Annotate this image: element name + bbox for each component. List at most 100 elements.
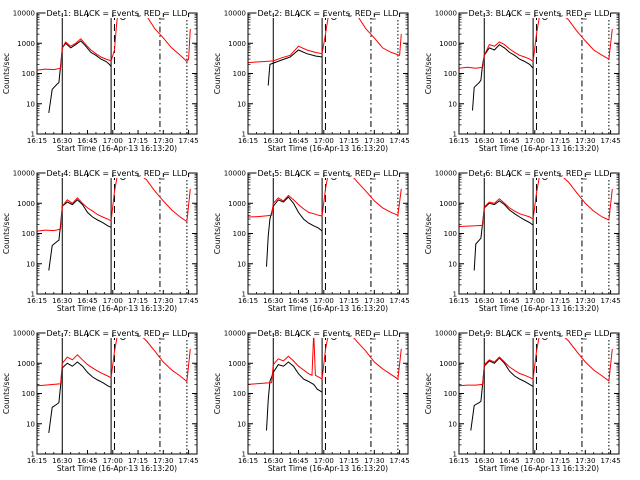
y-tick-label: 1 [242,291,246,299]
y-tick-label: 1000 [228,40,246,48]
chart-title: Det 5: BLACK = Events, RED = LLD [258,169,399,178]
x-tick-label: 16:15 [449,457,469,465]
lld-series-line [248,13,402,64]
chart-title: Det 6: BLACK = Events, RED = LLD [469,169,610,178]
x-tick-label: 16:45 [77,457,97,465]
x-tick-label: 17:30 [575,137,595,145]
y-tick-label: 10000 [224,170,246,178]
x-tick-label: 17:45 [600,457,620,465]
lld-series-line [37,173,191,232]
y-tick-label: 100 [444,70,457,78]
y-axis-label: Counts/sec [2,213,11,254]
y-tick-label: 1000 [439,40,457,48]
x-tick-label: 17:45 [600,297,620,305]
panel-det-3: Det 3: BLACK = Events, RED = LLD 16:15 16:… [424,9,621,153]
x-tick-label: 16:45 [288,137,308,145]
plot-frame [247,12,409,135]
y-tick-label: 1000 [17,40,35,48]
y-tick-label: 10000 [435,170,457,178]
plot-frame [458,332,620,455]
x-tick-label: 16:30 [474,297,494,305]
plot-frame [36,172,198,295]
x-tick-label: 16:15 [238,457,258,465]
chart-title: Det 7: BLACK = Events, RED = LLD [47,329,188,338]
events-series-line [266,361,323,431]
y-tick-label: 1 [453,451,457,459]
x-tick-label: 17:45 [389,297,409,305]
x-tick-label: 17:30 [153,137,173,145]
x-axis-label: Start Time (16-Apr-13 16:13:20) [268,464,388,473]
x-axis-label: Start Time (16-Apr-13 16:13:20) [479,144,599,153]
lld-series-line [37,333,191,387]
x-tick-label: 17:00 [314,137,334,145]
y-tick-label: 100 [22,70,35,78]
x-tick-label: 17:45 [178,457,198,465]
y-tick-label: 10000 [13,10,35,18]
x-tick-label: 17:00 [525,137,545,145]
lld-series-line [459,173,613,227]
chart-title: Det 1: BLACK = Events, RED = LLD [47,9,188,18]
y-tick-label: 10 [448,100,457,108]
x-tick-label: 17:00 [103,297,123,305]
panel-det-9: Det 9: BLACK = Events, RED = LLD 16:15 16:… [424,329,621,473]
y-tick-label: 1000 [439,200,457,208]
y-tick-label: 10000 [13,330,35,338]
y-tick-label: 100 [233,70,246,78]
y-tick-label: 10 [448,260,457,268]
y-tick-label: 1 [31,451,35,459]
x-tick-label: 17:45 [178,297,198,305]
x-tick-label: 16:15 [238,297,258,305]
panel-det-6: Det 6: BLACK = Events, RED = LLD 16:15 16:… [424,169,621,313]
x-axis-label: Start Time (16-Apr-13 16:13:20) [57,304,177,313]
x-tick-label: 17:45 [389,137,409,145]
x-tick-label: 17:30 [575,297,595,305]
plot-frame [247,332,409,455]
x-tick-label: 16:15 [238,137,258,145]
y-tick-label: 100 [233,230,246,238]
x-tick-label: 17:30 [575,457,595,465]
y-tick-label: 10 [26,420,35,428]
x-tick-label: 17:45 [178,137,198,145]
x-tick-label: 16:45 [77,297,97,305]
events-series-line [48,40,112,113]
x-tick-label: 16:30 [263,137,283,145]
events-series-line [470,357,534,431]
y-tick-label: 10 [237,100,246,108]
x-tick-label: 17:00 [314,457,334,465]
x-axis-label: Start Time (16-Apr-13 16:13:20) [479,464,599,473]
y-axis-label: Counts/sec [213,213,222,254]
x-tick-label: 17:30 [153,457,173,465]
y-tick-label: 10 [237,420,246,428]
y-tick-label: 10 [237,260,246,268]
x-axis-label: Start Time (16-Apr-13 16:13:20) [268,144,388,153]
x-tick-label: 16:45 [499,137,519,145]
y-tick-label: 100 [22,390,35,398]
x-tick-label: 17:15 [339,457,359,465]
y-axis-label: Counts/sec [213,373,222,414]
x-tick-label: 17:15 [339,137,359,145]
y-axis-label: Counts/sec [2,53,11,94]
panel-det-5: Det 5: BLACK = Events, RED = LLD 16:15 16:… [213,169,410,313]
x-axis-label: Start Time (16-Apr-13 16:13:20) [57,464,177,473]
y-tick-label: 10 [26,260,35,268]
x-tick-label: 17:30 [153,297,173,305]
plot-frame [458,172,620,295]
y-tick-label: 1 [31,291,35,299]
chart-title: Det 9: BLACK = Events, RED = LLD [469,329,610,338]
events-series-line [473,200,534,271]
x-tick-label: 16:45 [77,137,97,145]
y-tick-label: 100 [444,230,457,238]
x-tick-label: 16:15 [27,137,47,145]
x-axis-label: Start Time (16-Apr-13 16:13:20) [57,144,177,153]
x-tick-label: 17:45 [389,457,409,465]
y-tick-label: 1 [242,451,246,459]
y-tick-label: 10 [448,420,457,428]
x-tick-label: 17:15 [550,297,570,305]
x-tick-label: 17:15 [339,297,359,305]
x-tick-label: 16:30 [474,137,494,145]
x-tick-label: 17:00 [525,457,545,465]
x-tick-label: 17:15 [550,457,570,465]
x-tick-label: 17:00 [103,137,123,145]
x-tick-label: 16:15 [449,297,469,305]
